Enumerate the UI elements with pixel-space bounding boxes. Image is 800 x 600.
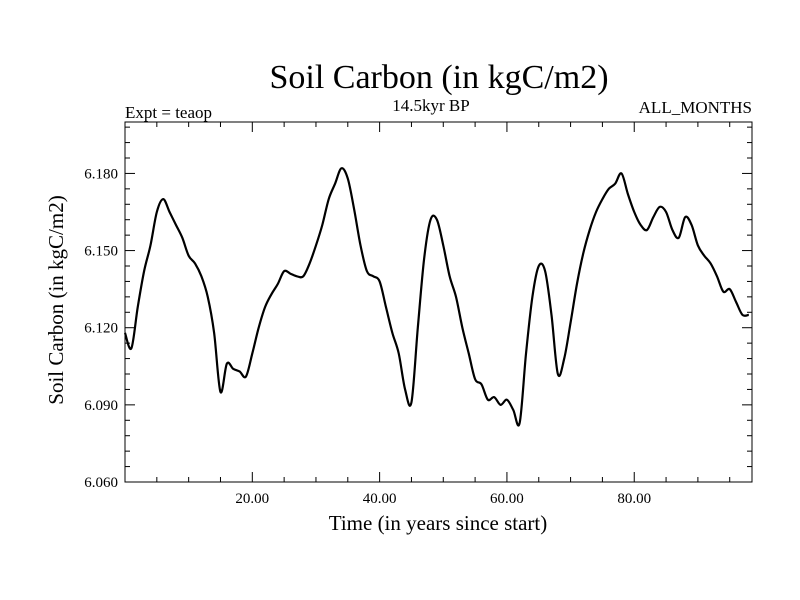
y-tick-label: 6.120 — [84, 321, 118, 337]
y-tick-label: 6.150 — [84, 244, 118, 260]
y-tick-label: 6.180 — [84, 166, 118, 182]
experiment-label: Expt = teaop — [125, 103, 212, 122]
plot-area — [123, 121, 753, 483]
x-tick-label: 40.00 — [363, 491, 397, 507]
tick-labels: 20.00 40.00 60.00 80.00 6.060 6.090 6.120 6.150… — [84, 166, 651, 507]
x-tick-label: 80.00 — [617, 491, 651, 507]
months-label: ALL_MONTHS — [639, 98, 752, 117]
y-tick-label: 6.090 — [84, 398, 118, 414]
chart-title: Soil Carbon (in kgC/m2) — [269, 59, 608, 96]
period-label: 14.5kyr BP — [392, 96, 469, 115]
series-line — [123, 167, 750, 427]
x-tick-label: 20.00 — [235, 491, 269, 507]
y-axis-label: Soil Carbon (in kgC/m2) — [44, 195, 68, 404]
y-tick-label: 6.060 — [84, 475, 118, 491]
x-axis-label: Time (in years since start) — [329, 511, 548, 535]
axis-ticks — [125, 122, 752, 482]
x-tick-label: 60.00 — [490, 491, 524, 507]
plot-frame — [124, 121, 753, 483]
